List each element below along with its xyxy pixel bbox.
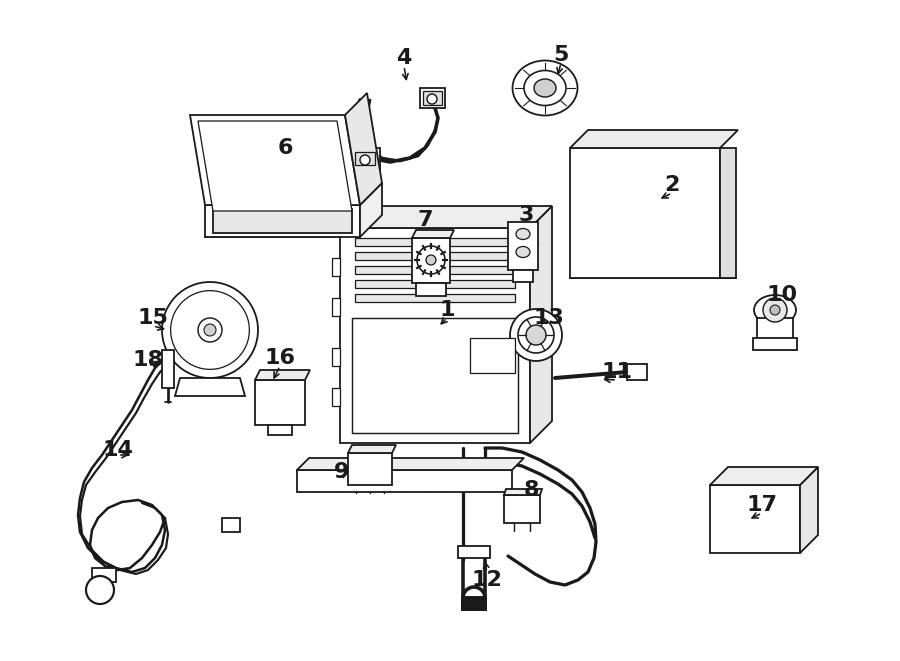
Ellipse shape <box>512 61 578 116</box>
Circle shape <box>86 576 114 604</box>
Polygon shape <box>570 148 720 278</box>
Polygon shape <box>458 546 490 558</box>
Polygon shape <box>504 495 540 523</box>
Ellipse shape <box>516 247 530 258</box>
Polygon shape <box>412 238 450 283</box>
Polygon shape <box>205 183 382 205</box>
Text: 15: 15 <box>138 308 168 328</box>
Polygon shape <box>360 183 382 237</box>
Text: 12: 12 <box>472 570 502 590</box>
Circle shape <box>518 317 554 353</box>
Text: 3: 3 <box>518 205 534 225</box>
Polygon shape <box>255 370 310 380</box>
Ellipse shape <box>754 295 796 325</box>
Ellipse shape <box>524 71 566 106</box>
Polygon shape <box>720 148 736 278</box>
Ellipse shape <box>534 79 556 97</box>
Polygon shape <box>508 222 538 270</box>
Polygon shape <box>355 252 515 260</box>
Polygon shape <box>800 467 818 553</box>
Text: 16: 16 <box>265 348 295 368</box>
Text: 8: 8 <box>523 480 539 500</box>
Polygon shape <box>355 280 515 288</box>
Circle shape <box>171 291 249 369</box>
Text: 13: 13 <box>534 308 564 328</box>
Polygon shape <box>470 338 515 373</box>
Polygon shape <box>340 206 552 228</box>
Circle shape <box>770 305 780 315</box>
Polygon shape <box>355 152 375 165</box>
Polygon shape <box>355 266 515 274</box>
Text: 1: 1 <box>439 300 454 320</box>
Polygon shape <box>416 283 446 296</box>
Polygon shape <box>340 228 530 443</box>
Ellipse shape <box>516 229 530 239</box>
Polygon shape <box>350 148 380 170</box>
Text: 6: 6 <box>277 138 292 158</box>
Circle shape <box>360 155 370 165</box>
Polygon shape <box>332 348 340 366</box>
Text: 14: 14 <box>103 440 133 460</box>
Polygon shape <box>513 270 533 282</box>
Polygon shape <box>627 364 647 380</box>
Text: 4: 4 <box>396 48 411 68</box>
Text: 2: 2 <box>664 175 680 195</box>
Polygon shape <box>757 318 793 340</box>
Polygon shape <box>530 206 552 443</box>
Text: 10: 10 <box>767 285 797 305</box>
Polygon shape <box>297 458 524 470</box>
Polygon shape <box>222 518 240 532</box>
Circle shape <box>162 282 258 378</box>
Polygon shape <box>423 91 442 105</box>
Polygon shape <box>332 298 340 316</box>
Text: 5: 5 <box>554 45 569 65</box>
Text: 17: 17 <box>746 495 778 515</box>
Polygon shape <box>352 318 518 433</box>
Circle shape <box>427 94 437 104</box>
Circle shape <box>198 318 222 342</box>
Polygon shape <box>412 230 454 238</box>
Polygon shape <box>205 205 360 237</box>
Polygon shape <box>332 388 340 406</box>
Polygon shape <box>175 378 245 396</box>
Polygon shape <box>345 93 382 205</box>
Circle shape <box>763 298 787 322</box>
Polygon shape <box>710 485 800 553</box>
Polygon shape <box>213 209 352 233</box>
Circle shape <box>417 246 445 274</box>
Text: 7: 7 <box>418 210 433 230</box>
Polygon shape <box>355 238 515 246</box>
Text: 9: 9 <box>334 462 350 482</box>
Polygon shape <box>753 338 797 350</box>
Polygon shape <box>504 489 542 495</box>
Polygon shape <box>348 453 392 485</box>
Polygon shape <box>710 467 818 485</box>
Polygon shape <box>190 115 360 205</box>
Polygon shape <box>332 258 340 276</box>
Polygon shape <box>355 294 515 302</box>
Circle shape <box>204 324 216 336</box>
Polygon shape <box>92 568 116 582</box>
Polygon shape <box>268 425 292 435</box>
Circle shape <box>510 309 562 361</box>
Polygon shape <box>420 88 445 108</box>
Text: 11: 11 <box>601 362 633 382</box>
Polygon shape <box>297 470 512 492</box>
Polygon shape <box>255 380 305 425</box>
Circle shape <box>426 255 436 265</box>
Polygon shape <box>348 445 396 453</box>
Polygon shape <box>570 130 738 148</box>
Polygon shape <box>198 121 352 211</box>
Text: 18: 18 <box>132 350 164 370</box>
Polygon shape <box>162 350 174 388</box>
Circle shape <box>526 325 546 345</box>
